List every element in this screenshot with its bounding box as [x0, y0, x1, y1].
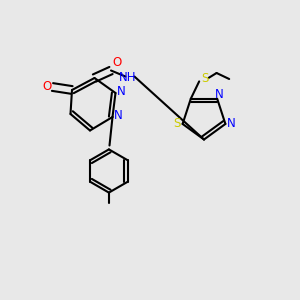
Text: N: N: [113, 109, 122, 122]
Text: N: N: [215, 88, 224, 101]
Text: O: O: [43, 80, 52, 94]
Text: N: N: [226, 118, 235, 130]
Text: O: O: [112, 56, 122, 69]
Text: S: S: [173, 118, 181, 130]
Text: S: S: [201, 73, 208, 85]
Text: NH: NH: [118, 71, 136, 84]
Text: N: N: [116, 85, 125, 98]
